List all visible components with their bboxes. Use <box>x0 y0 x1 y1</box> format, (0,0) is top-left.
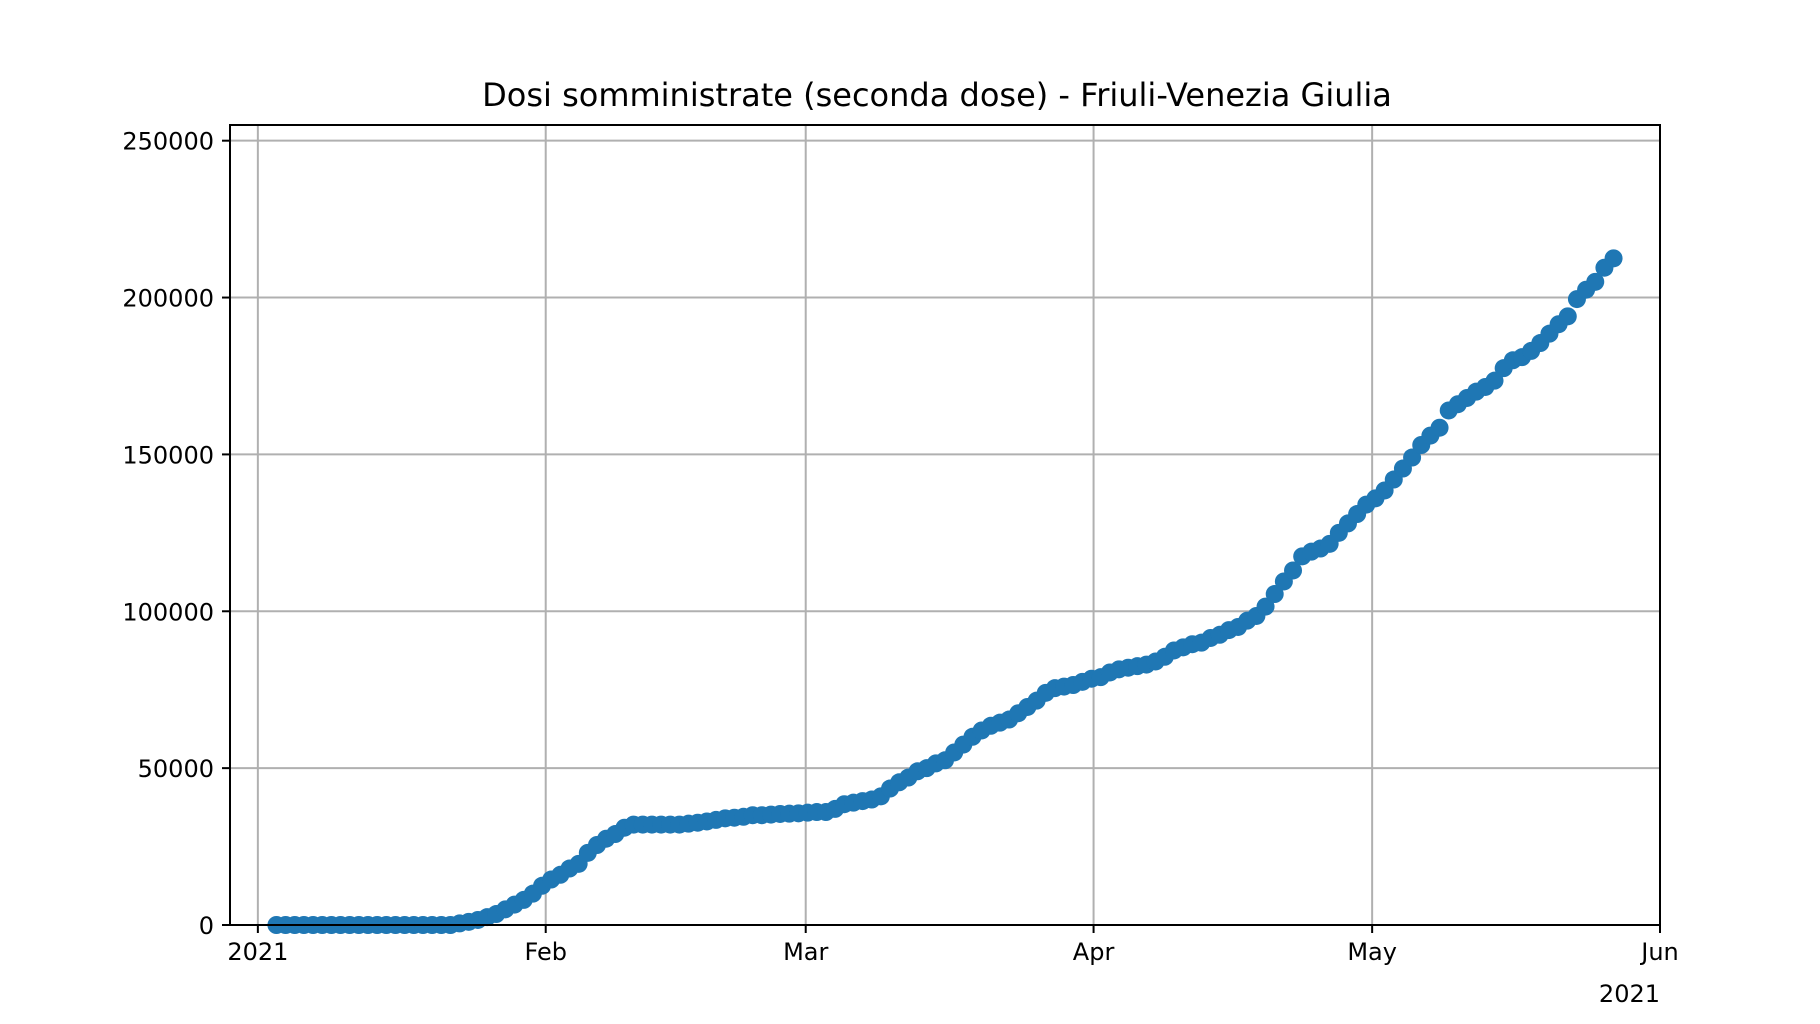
y-tick-label: 100000 <box>122 598 214 626</box>
y-tick-label: 50000 <box>138 755 214 783</box>
data-point <box>1265 585 1284 604</box>
x-tick-label: Mar <box>783 938 828 966</box>
x-axis-offset-label: 2021 <box>1599 980 1660 1008</box>
data-point <box>1256 597 1275 616</box>
x-tick-label: 2021 <box>227 938 288 966</box>
x-tick-label: Jun <box>1639 938 1679 966</box>
plot-frame <box>229 124 1661 926</box>
data-point <box>1558 307 1577 326</box>
data-point <box>1586 272 1605 291</box>
data-point <box>1284 561 1303 580</box>
chart-title: Dosi somministrate (seconda dose) - Friu… <box>482 76 1392 114</box>
grid <box>230 125 1661 926</box>
y-tick-label: 0 <box>199 912 214 940</box>
data-point <box>1604 249 1623 268</box>
x-tick-label: Feb <box>524 938 567 966</box>
x-tick-label: May <box>1347 938 1397 966</box>
data-series <box>267 249 1623 934</box>
y-tick-label: 200000 <box>122 285 214 313</box>
axis-ticks: 2021 Feb Mar Apr May Jun 0 50000 100000 150000 200… <box>122 128 1678 966</box>
data-point <box>1403 448 1422 467</box>
data-point <box>1485 371 1504 390</box>
x-tick-label: Apr <box>1073 938 1115 966</box>
y-tick-label: 250000 <box>122 128 214 156</box>
data-point <box>1430 418 1449 437</box>
y-tick-label: 150000 <box>122 441 214 469</box>
